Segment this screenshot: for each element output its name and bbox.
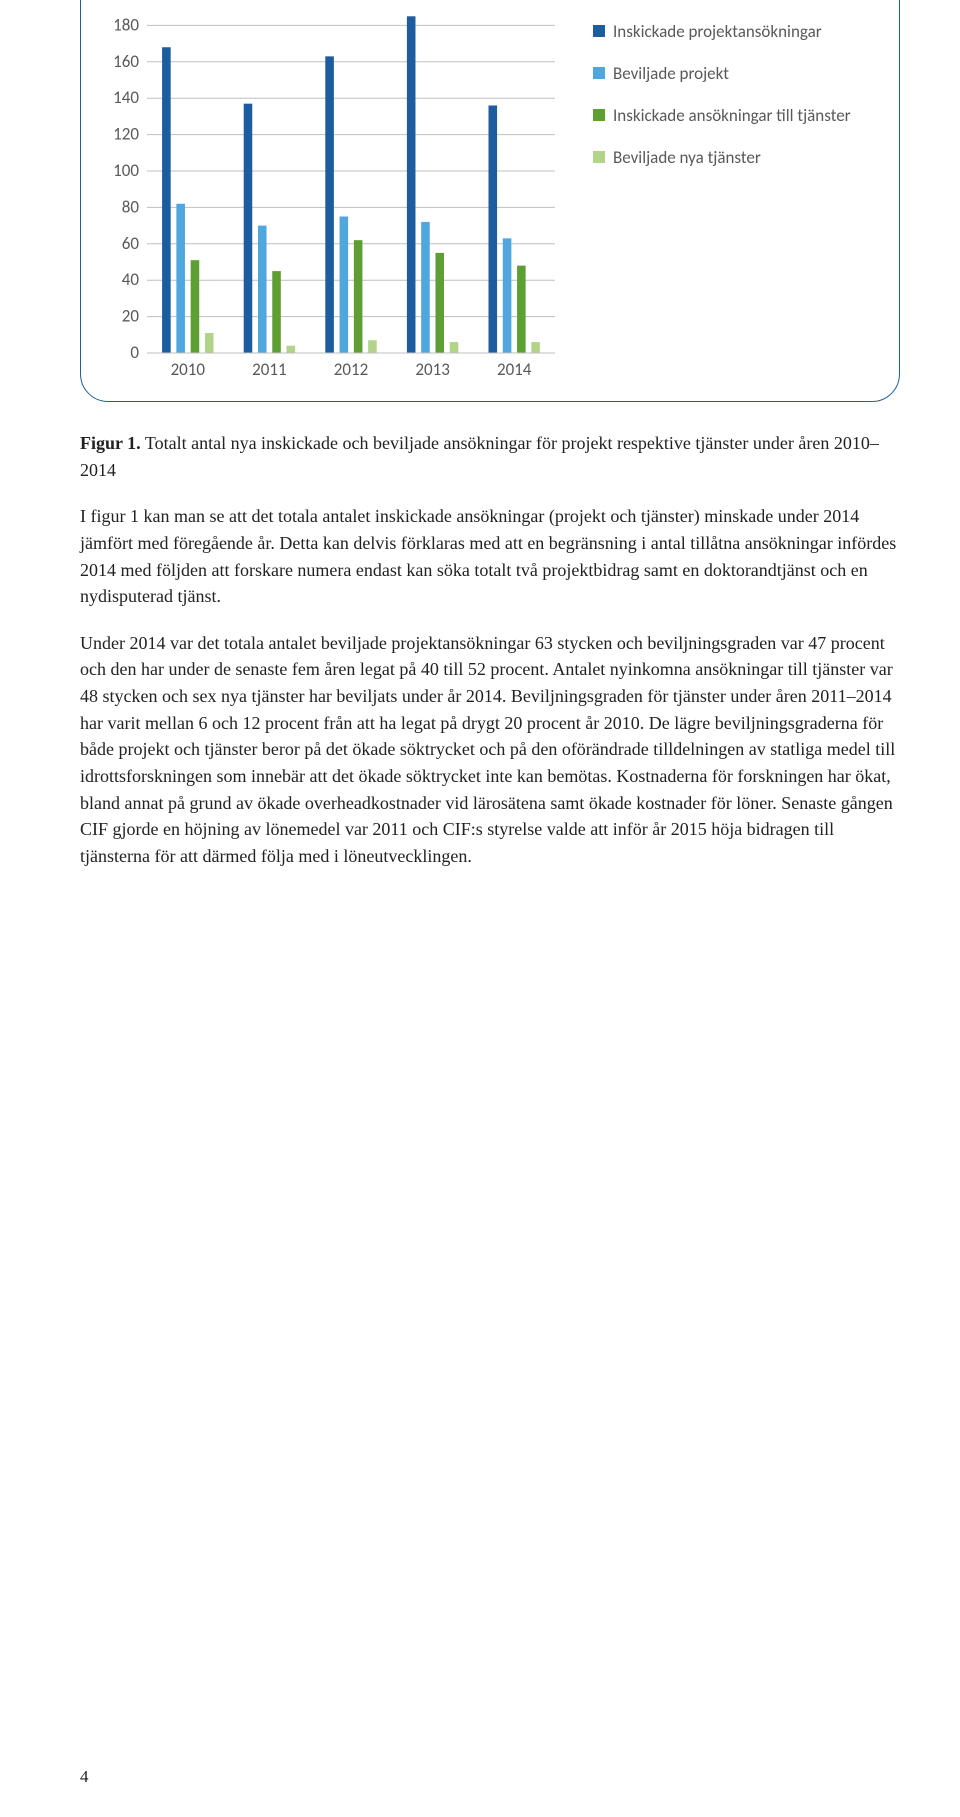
legend-item: Beviljade nya tjänster xyxy=(593,147,879,169)
body-paragraph: Under 2014 var det totala antalet bevilj… xyxy=(80,630,900,870)
svg-text:2013: 2013 xyxy=(415,359,449,380)
chart-container: 0204060801001201401601802002010201120122… xyxy=(80,0,900,402)
svg-text:180: 180 xyxy=(113,14,139,35)
figure-caption: Figur 1. Totalt antal nya inskickade och… xyxy=(80,430,900,483)
svg-text:0: 0 xyxy=(130,342,139,363)
legend-swatch xyxy=(593,25,605,37)
svg-text:40: 40 xyxy=(122,269,140,290)
legend-label: Beviljade nya tjänster xyxy=(613,147,761,169)
legend-swatch xyxy=(593,67,605,79)
svg-text:20: 20 xyxy=(122,306,140,327)
svg-text:100: 100 xyxy=(113,160,139,181)
legend-label: Inskickade projektansökningar xyxy=(613,21,822,43)
svg-text:2014: 2014 xyxy=(497,359,532,380)
svg-text:140: 140 xyxy=(113,87,139,108)
svg-text:80: 80 xyxy=(122,196,140,217)
legend-item: Beviljade projekt xyxy=(593,63,879,85)
grouped-bar-chart: 0204060801001201401601802002010201120122… xyxy=(101,0,561,381)
legend-swatch xyxy=(593,151,605,163)
svg-text:2011: 2011 xyxy=(252,359,286,380)
svg-text:60: 60 xyxy=(122,233,140,254)
page-number: 4 xyxy=(80,1764,89,1789)
legend-swatch xyxy=(593,109,605,121)
svg-text:120: 120 xyxy=(113,124,139,145)
body-paragraph: I figur 1 kan man se att det totala anta… xyxy=(80,503,900,610)
svg-text:2012: 2012 xyxy=(334,359,368,380)
chart-legend: Inskickade projektansökningar Beviljade p… xyxy=(561,0,879,381)
figure-caption-label: Figur 1. xyxy=(80,433,141,453)
legend-label: Beviljade projekt xyxy=(613,63,729,85)
svg-text:160: 160 xyxy=(113,51,139,72)
chart-layout: 0204060801001201401601802002010201120122… xyxy=(101,0,879,381)
legend-item: Inskickade projektansökningar xyxy=(593,21,879,43)
legend-item: Inskickade ansökningar till tjänster xyxy=(593,105,879,127)
legend-label: Inskickade ansökningar till tjänster xyxy=(613,105,851,127)
figure-caption-text: Totalt antal nya inskickade och beviljad… xyxy=(80,433,879,480)
svg-text:2010: 2010 xyxy=(171,359,206,380)
